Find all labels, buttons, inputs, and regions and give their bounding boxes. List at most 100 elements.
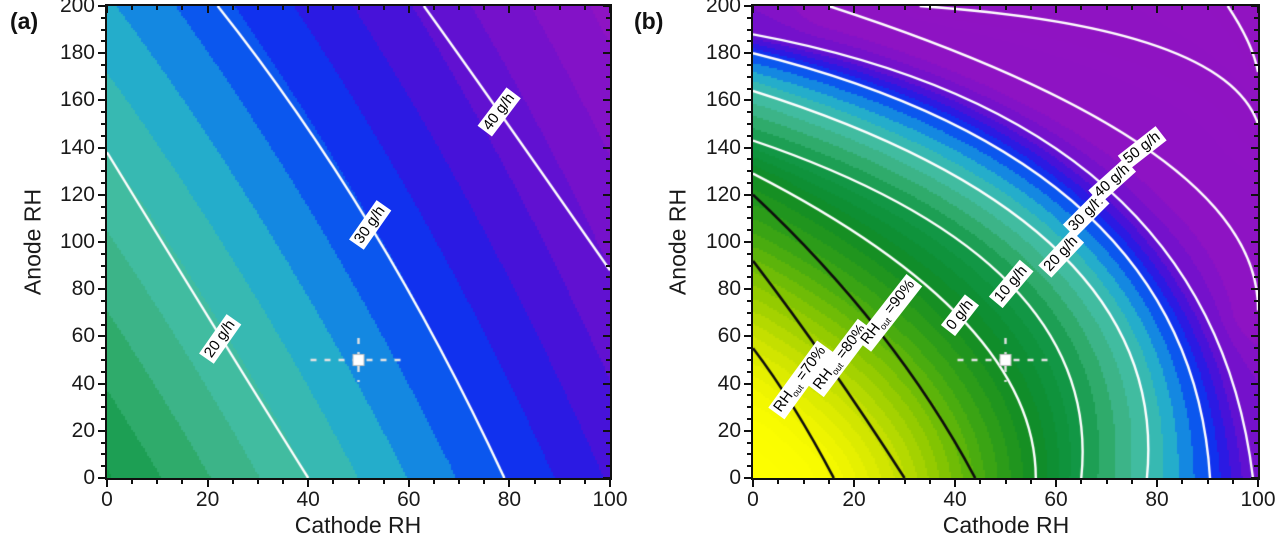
panel-b-xlabel: Cathode RH [942, 512, 1070, 538]
x-tick-label: 20 [842, 488, 866, 511]
axis-tick [101, 229, 105, 232]
axis-tick [533, 480, 536, 484]
axis-tick [101, 276, 105, 279]
axis-tick [1130, 480, 1133, 484]
axis-tick [98, 382, 105, 385]
axis-tick [1181, 480, 1184, 484]
axis-tick [606, 300, 610, 302]
axis-tick [606, 64, 610, 66]
axis-tick [603, 241, 610, 243]
axis-tick [747, 182, 751, 184]
axis-tick [156, 480, 159, 484]
axis-tick [777, 6, 780, 10]
axis-tick [101, 64, 105, 66]
panel-a-tag: (a) [10, 8, 39, 34]
axis-tick [483, 6, 486, 10]
axis-tick [606, 134, 610, 137]
axis-tick [1257, 6, 1259, 13]
axis-tick [606, 229, 610, 232]
axis-tick [98, 99, 105, 102]
axis-tick [282, 480, 285, 484]
axis-tick [606, 347, 610, 350]
axis-tick [483, 480, 486, 484]
axis-tick [747, 418, 751, 420]
axis-tick [747, 453, 751, 456]
axis-tick [1251, 99, 1258, 102]
axis-tick [231, 480, 234, 484]
axis-tick [603, 193, 610, 196]
axis-tick [1251, 288, 1258, 291]
axis-tick [98, 288, 105, 291]
axis-tick [101, 311, 105, 314]
axis-tick [98, 335, 105, 338]
axis-tick [1254, 40, 1258, 43]
axis-tick [508, 480, 511, 487]
axis-tick [606, 323, 610, 326]
axis-tick [606, 311, 610, 314]
axis-tick [744, 335, 751, 338]
axis-tick [744, 429, 751, 432]
axis-tick [181, 6, 184, 10]
axis-tick [1156, 6, 1158, 13]
axis-tick [1254, 111, 1258, 114]
axis-tick [603, 477, 610, 479]
axis-tick [1254, 64, 1258, 66]
axis-tick [1254, 323, 1258, 326]
axis-tick [606, 441, 610, 444]
axis-tick [878, 480, 881, 484]
axis-tick [744, 5, 751, 7]
axis-tick [606, 158, 610, 161]
axis-tick [101, 264, 105, 267]
axis-tick [747, 229, 751, 232]
axis-tick [1254, 134, 1258, 137]
y-tick-label: 100 [59, 230, 95, 253]
axis-tick [1257, 480, 1259, 487]
axis-tick [954, 6, 956, 13]
axis-tick [1206, 480, 1209, 484]
axis-tick [747, 40, 751, 43]
axis-tick [603, 335, 610, 338]
axis-tick [603, 52, 610, 55]
axis-tick [206, 480, 209, 487]
axis-tick [1004, 6, 1007, 10]
panel-b-tag: (b) [634, 8, 664, 34]
axis-tick [1254, 359, 1258, 361]
axis-tick [101, 87, 105, 90]
axis-tick [747, 359, 751, 361]
axis-tick [98, 52, 105, 55]
y-tick-label: 100 [705, 230, 741, 253]
axis-tick [747, 276, 751, 279]
axis-tick [1254, 158, 1258, 161]
axis-tick [307, 480, 310, 487]
axis-tick [101, 40, 105, 43]
axis-tick [282, 6, 285, 10]
axis-tick [747, 323, 751, 326]
axis-tick [256, 6, 259, 10]
axis-tick [1254, 28, 1258, 31]
axis-tick [101, 406, 105, 409]
axis-tick [747, 264, 751, 267]
axis-tick [606, 111, 610, 114]
y-tick-label: 20 [717, 418, 741, 442]
axis-tick [131, 480, 134, 484]
axis-tick [606, 453, 610, 456]
axis-tick [747, 441, 751, 444]
axis-tick [603, 382, 610, 385]
axis-tick [606, 465, 610, 468]
y-tick-label: 200 [705, 0, 741, 17]
axis-tick [1156, 480, 1158, 487]
axis-tick [1254, 465, 1258, 468]
axis-tick [1254, 229, 1258, 232]
axis-tick [1254, 406, 1258, 409]
axis-tick [231, 6, 234, 10]
y-tick-label: 60 [71, 324, 95, 348]
axis-tick [1029, 480, 1032, 484]
x-tick-label: 80 [497, 488, 522, 511]
y-tick-label: 20 [71, 418, 95, 442]
axis-tick [1231, 6, 1234, 10]
axis-tick [603, 146, 610, 149]
axis-tick [101, 453, 105, 456]
axis-tick [1254, 311, 1258, 314]
axis-tick [853, 480, 855, 487]
axis-tick [101, 252, 105, 255]
